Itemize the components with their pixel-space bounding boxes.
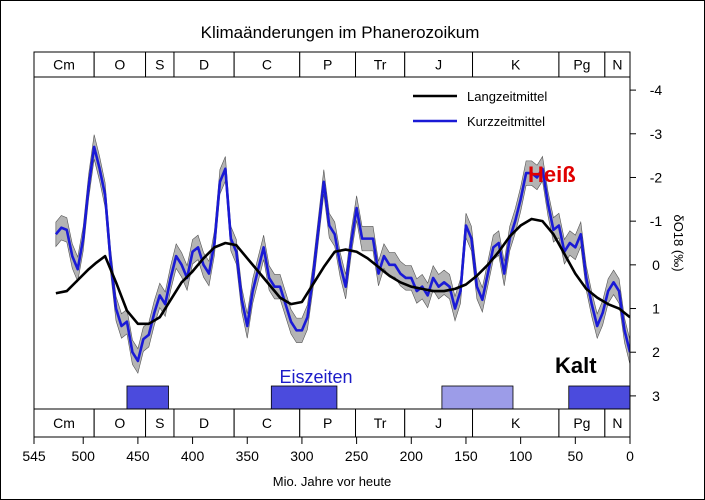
y-tick-label-3: 0	[652, 257, 660, 273]
period-top-cell-8	[472, 51, 560, 78]
y-tick-label-1: 2	[652, 344, 660, 360]
period-bottom-label-2: S	[155, 415, 164, 431]
y-tick-label-7: -4	[650, 82, 663, 98]
x-tick-label-0: 545	[22, 448, 46, 464]
annotation-ice-ages: Eiszeiten	[279, 367, 352, 387]
annotation-hot: Heiß	[528, 162, 576, 187]
y-axis-ticks: 3 2 1 0 -1 -2 -3 -4	[630, 82, 662, 404]
annotation-cold: Kalt	[555, 353, 597, 378]
uncertainty-band	[55, 134, 630, 374]
period-bottom-label-8: K	[511, 415, 521, 431]
chart-title: Klimaänderungen im Phanerozoikum	[201, 23, 480, 42]
legend-label-0: Langzeitmittel	[467, 89, 547, 104]
period-top-label-0: Cm	[53, 57, 75, 73]
period-bottom-label-7: J	[435, 415, 442, 431]
x-tick-label-6: 250	[345, 448, 369, 464]
legend-label-1: Kurzzeitmittel	[467, 114, 545, 129]
period-bottom-cell-6	[355, 408, 406, 438]
period-top-label-3: D	[199, 57, 209, 73]
period-top-label-4: C	[262, 57, 272, 73]
period-bottom-label-1: O	[114, 415, 125, 431]
x-tick-label-3: 400	[181, 448, 205, 464]
ice-age-bar-2	[441, 385, 514, 410]
x-tick-label-8: 150	[454, 448, 478, 464]
y-tick-label-6: -3	[650, 126, 663, 142]
x-tick-label-4: 350	[236, 448, 260, 464]
x-tick-label-5: 300	[290, 448, 314, 464]
ice-age-bar-1	[270, 385, 338, 410]
period-top-cell-6	[355, 51, 406, 78]
period-bottom-label-4: C	[262, 415, 272, 431]
period-bottom-label-6: Tr	[374, 415, 387, 431]
period-top-label-9: Pg	[573, 57, 590, 73]
y-tick-label-2: 1	[652, 301, 660, 317]
x-tick-label-1: 500	[72, 448, 96, 464]
period-bottom-label-0: Cm	[53, 415, 75, 431]
x-tick-label-11: 0	[626, 448, 634, 464]
series-line-langzeitmittel	[55, 217, 630, 326]
period-top-label-6: Tr	[374, 57, 387, 73]
period-bottom-cell-8	[472, 408, 560, 438]
x-axis-ticks: 545 500 450 400 350 300 250 200 150 100 50 0	[22, 436, 634, 464]
period-strip-top: Cm O S D C P Tr J K Pg N	[33, 51, 631, 78]
period-top-label-10: N	[612, 57, 622, 73]
plot-lines	[54, 134, 630, 374]
period-bottom-label-5: P	[323, 415, 332, 431]
period-top-label-1: O	[114, 57, 125, 73]
ice-age-bars	[126, 385, 631, 410]
x-tick-label-9: 100	[509, 448, 533, 464]
period-bottom-label-9: Pg	[573, 415, 590, 431]
x-tick-label-10: 50	[568, 448, 584, 464]
x-tick-label-7: 200	[400, 448, 424, 464]
y-tick-label-4: -1	[650, 213, 663, 229]
y-axis-label: δO18 (‰)	[671, 214, 686, 271]
period-top-cell-4	[233, 51, 301, 78]
period-bottom-cell-4	[233, 408, 301, 438]
x-tick-label-2: 450	[126, 448, 150, 464]
y-tick-label-5: -2	[650, 169, 663, 185]
period-top-label-7: J	[435, 57, 442, 73]
period-top-cell-0	[33, 51, 95, 78]
period-top-label-8: K	[511, 57, 521, 73]
series-line-kurzzeitmittel	[54, 145, 630, 363]
period-bottom-label-10: N	[612, 415, 622, 431]
ice-age-bar-3	[568, 385, 631, 410]
period-strip-bottom: Cm O S D C P Tr J K Pg N	[33, 408, 631, 438]
period-bottom-cell-3	[173, 408, 235, 438]
period-top-label-5: P	[323, 57, 332, 73]
legend: Langzeitmittel Kurzzeitmittel	[413, 89, 547, 129]
period-top-label-2: S	[155, 57, 164, 73]
period-bottom-label-3: D	[199, 415, 209, 431]
plot-frame	[33, 76, 631, 410]
y-tick-label-0: 3	[652, 388, 660, 404]
period-top-cell-10	[604, 51, 631, 78]
period-bottom-cell-5	[299, 408, 357, 438]
period-bottom-cell-7	[404, 408, 474, 438]
ice-age-bar-0	[126, 385, 169, 410]
x-axis-label: Mio. Jahre vor heute	[273, 474, 392, 489]
